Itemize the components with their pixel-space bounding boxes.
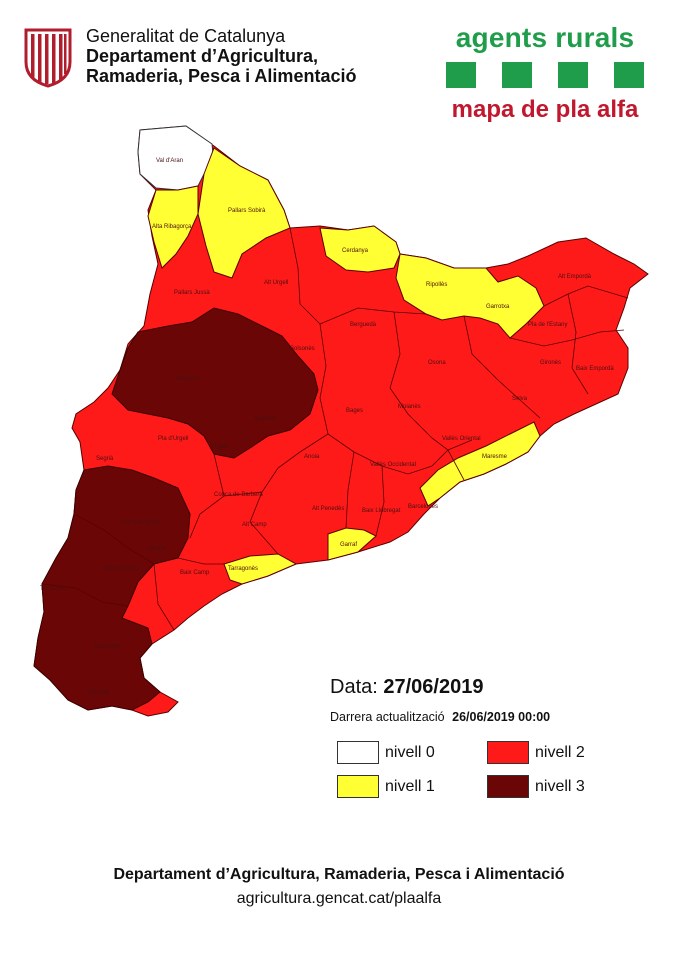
label-alt-emporda: Alt Empordà: [558, 274, 592, 280]
label-pallars-sobira: Pallars Sobirà: [228, 208, 266, 214]
map-region-level-1: [419, 421, 541, 507]
map-region-level-1: [319, 225, 401, 273]
map-region-level-1: [395, 253, 545, 339]
label-alt-penedes: Alt Penedès: [312, 506, 344, 512]
label-segarra: Segarra: [254, 416, 276, 422]
label-baix-llobregat: Baix Llobregat: [362, 508, 401, 514]
map-date: Data: 27/06/2019: [330, 676, 483, 699]
footer: Departament d’Agricultura, Ramaderia, Pe…: [0, 866, 678, 908]
footer-department: Departament d’Agricultura, Ramaderia, Pe…: [113, 866, 565, 883]
generalitat-name: Generalitat de Catalunya: [86, 26, 286, 46]
legend: nivell 0 nivell 2 nivell 1 nivell 3: [337, 741, 617, 801]
map-region-level-1: [223, 553, 298, 585]
generalitat-shield-icon: [24, 28, 72, 88]
label-girones: Gironès: [540, 360, 561, 366]
map-region-level-3: [111, 307, 319, 459]
department-name-line2: Ramaderia, Pesca i Alimentació: [86, 66, 357, 86]
label-alta-ribagorca: Alta Ribagorça: [152, 224, 192, 230]
label-cerdanya: Cerdanya: [342, 248, 369, 254]
label-pla-urgell: Pla d'Urgell: [158, 436, 189, 442]
department-name-line1: Departament d’Agricultura,: [86, 46, 319, 66]
label-ribera-ebre: Ribera d'Ebre: [102, 566, 139, 572]
legend-item-level-3: nivell 3: [487, 775, 585, 798]
date-value: 27/06/2019: [383, 676, 484, 698]
label-ripolles: Ripollès: [426, 282, 447, 288]
label-tarragones: Tarragonès: [228, 566, 258, 572]
label-bages: Bages: [346, 408, 363, 414]
legend-label-level-2: nivell 2: [535, 743, 585, 761]
label-maresme: Maresme: [482, 454, 508, 460]
label-priorat: Priorat: [148, 546, 166, 552]
catalonia-alpha-plan-map: Val d'Aran Pallars Sobirà Alta Ribagorça…: [33, 125, 649, 717]
label-valles-occidental: Vallès Occidental: [370, 462, 416, 468]
agents-rurals-brand: agents rurals mapa de pla alfa: [440, 22, 650, 124]
label-montsia: Montsià: [88, 690, 110, 696]
label-selva: Selva: [512, 396, 528, 402]
label-pallars-jussa: Pallars Jussà: [174, 290, 210, 296]
label-bergueda: Berguedà: [350, 322, 377, 328]
label-val-daran: Val d'Aran: [156, 158, 183, 164]
map-title: mapa de pla alfa: [451, 96, 639, 123]
label-garrotxa: Garrotxa: [486, 304, 510, 310]
comarca-borders: [41, 227, 629, 631]
label-pla-estany: Pla de l'Estany: [528, 322, 568, 328]
label-conca-barbera: Conca de Barberà: [214, 492, 263, 498]
map-region-level-1: [147, 185, 199, 269]
label-terra-alta: Terra Alta: [40, 586, 66, 592]
footer-url[interactable]: agricultura.gencat.cat/plaalfa: [236, 890, 442, 907]
legend-swatch-level-0: [337, 741, 379, 764]
last-update: Darrera actualització 26/06/2019 00:00: [330, 710, 550, 724]
label-garraf: Garraf: [340, 542, 357, 548]
legend-label-level-3: nivell 3: [535, 777, 585, 795]
label-garrigues: Les Garrigues: [122, 520, 160, 526]
label-moianes: Moianès: [398, 404, 421, 410]
label-alt-camp: Alt Camp: [242, 522, 267, 528]
label-segria: Segrià: [96, 456, 114, 462]
label-solsones: Solsonès: [290, 346, 315, 352]
generalitat-header: Generalitat de Catalunya Departament d’A…: [22, 26, 356, 88]
date-label: Data:: [330, 676, 378, 698]
legend-swatch-level-3: [487, 775, 529, 798]
map-region-level-1: [197, 147, 291, 279]
update-value: 26/06/2019 00:00: [452, 710, 551, 724]
update-label: Darrera actualització: [330, 710, 445, 724]
label-urgell: Urgell: [212, 444, 228, 450]
legend-item-level-0: nivell 0: [337, 741, 435, 764]
legend-swatch-level-1: [337, 775, 379, 798]
legend-swatch-level-2: [487, 741, 529, 764]
label-baix-emporda: Baix Empordà: [576, 366, 614, 372]
label-osona: Osona: [428, 360, 446, 366]
label-valles-oriental: Vallès Oriental: [442, 436, 481, 442]
legend-label-level-1: nivell 1: [385, 777, 435, 795]
label-baix-camp: Baix Camp: [180, 570, 210, 576]
label-barcelones: Barcelonès: [408, 504, 438, 510]
brand-squares-icon: [446, 62, 644, 88]
map-region-level-3: [33, 465, 191, 711]
brand-title: agents rurals: [455, 22, 635, 53]
label-noguera: Noguera: [176, 376, 200, 382]
legend-label-level-0: nivell 0: [385, 743, 435, 761]
legend-item-level-1: nivell 1: [337, 775, 435, 798]
label-alt-urgell: Alt Urgell: [264, 280, 288, 286]
legend-item-level-2: nivell 2: [487, 741, 585, 764]
comarca-labels: Val d'Aran Pallars Sobirà Alta Ribagorça…: [40, 158, 614, 696]
label-baix-ebre: Baix Ebre: [94, 644, 121, 650]
label-anoia: Anoia: [304, 454, 320, 460]
